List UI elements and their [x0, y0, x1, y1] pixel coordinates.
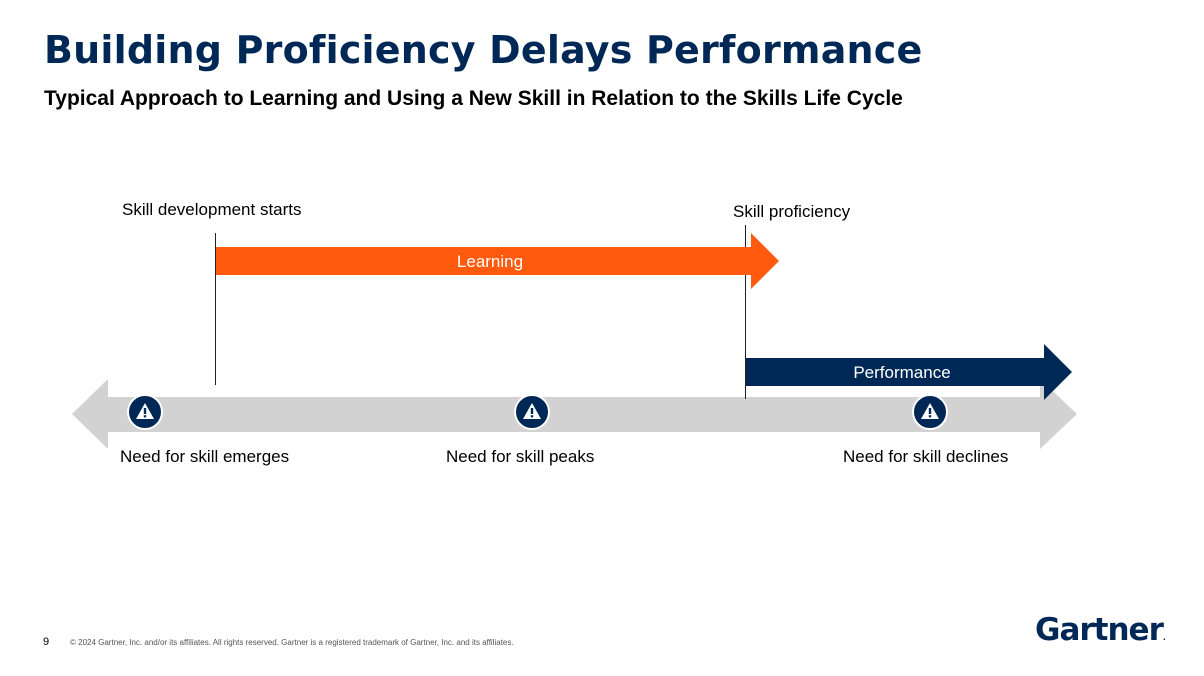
skill-development-starts-label: Skill development starts — [122, 200, 302, 219]
learning-label: Learning — [456, 252, 524, 271]
warning-icon — [514, 394, 550, 430]
page-number: 9 — [43, 636, 50, 648]
lifecycle-arrow — [72, 379, 1077, 449]
need-peaks-label: Need for skill peaks — [446, 447, 595, 466]
slide-title: Building Proficiency Delays Performance — [44, 28, 923, 72]
gartner-logo: Gartner. — [1035, 612, 1166, 648]
learning-arrow — [216, 233, 779, 289]
need-declines-label: Need for skill declines — [843, 447, 1009, 466]
logo-text: Gartner — [1035, 612, 1164, 648]
performance-label: Performance — [853, 363, 951, 382]
slide-subtitle: Typical Approach to Learning and Using a… — [44, 87, 903, 110]
copyright-notice: © 2024 Gartner, Inc. and/or its affiliat… — [70, 638, 514, 647]
performance-arrow — [746, 344, 1072, 400]
need-emerges-label: Need for skill emerges — [120, 447, 290, 466]
warning-icon — [127, 394, 163, 430]
warning-icon — [912, 394, 948, 430]
skill-proficiency-label: Skill proficiency — [733, 202, 851, 221]
logo-mark: . — [1162, 633, 1166, 642]
